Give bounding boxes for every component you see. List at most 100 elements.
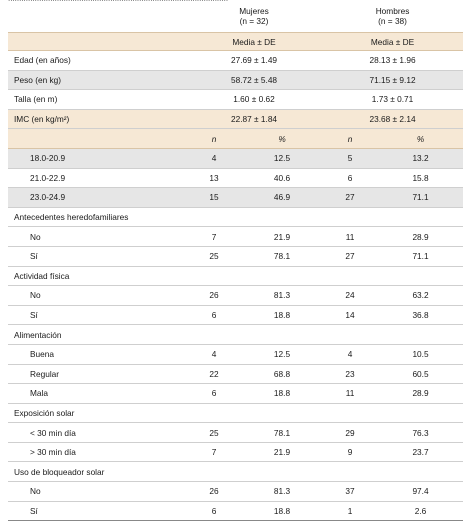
hombres-pct: 63.2 xyxy=(378,285,464,306)
section-header-row: Actividad física xyxy=(8,266,464,287)
mujeres-n: 25 xyxy=(186,422,242,443)
section-title: Alimentación xyxy=(8,324,464,345)
hombres-n: 6 xyxy=(322,168,379,189)
hombres-pct: 76.3 xyxy=(378,422,464,443)
mujeres-n: 25 xyxy=(186,246,242,267)
hombres-pct: 10.5 xyxy=(378,344,464,365)
mujeres-n: 13 xyxy=(186,168,242,189)
summary-row: Talla (en m) 1.60 ± 0.62 1.73 ± 0.71 xyxy=(8,89,464,110)
hombres-n: 14 xyxy=(322,305,379,326)
mujeres-pct: 81.3 xyxy=(242,481,323,502)
row-label: Regular xyxy=(8,364,186,385)
section-header-row: Exposición solar xyxy=(8,403,464,424)
header-blank xyxy=(8,5,186,33)
mujeres-n: 26 xyxy=(186,481,242,502)
hombres-n: 27 xyxy=(322,246,379,267)
mujeres-n-header: n xyxy=(186,128,242,149)
hombres-n-header: n xyxy=(322,128,379,149)
mujeres-pct: 46.9 xyxy=(242,187,323,208)
table-row: No 26 81.3 37 97.4 xyxy=(8,481,464,502)
table-row: 18.0-20.9 4 12.5 5 13.2 xyxy=(8,148,464,169)
row-label: 23.0-24.9 xyxy=(8,187,186,208)
hombres-pct: 13.2 xyxy=(378,148,464,169)
hombres-n: 37 xyxy=(322,481,379,502)
mujeres-n: 7 xyxy=(186,442,242,463)
hombres-n: 11 xyxy=(322,383,379,404)
stat-header-row: Media ± DE Media ± DE xyxy=(8,32,464,51)
table-row: Buena 4 12.5 4 10.5 xyxy=(8,344,464,365)
hombres-pct: 71.1 xyxy=(378,246,464,267)
section-header-row: Uso de bloqueador solar xyxy=(8,461,464,483)
hombres-n: 24 xyxy=(322,285,379,306)
table-row: No 26 81.3 24 63.2 xyxy=(8,285,464,306)
hombres-value: 1.73 ± 0.71 xyxy=(322,89,464,110)
section-title: Actividad física xyxy=(8,266,464,287)
mujeres-n: 4 xyxy=(186,148,242,169)
hombres-pct: 23.7 xyxy=(378,442,464,463)
mujeres-pct: 12.5 xyxy=(242,148,323,169)
table-row: Sí 25 78.1 27 71.1 xyxy=(8,246,464,267)
mujeres-n: 26 xyxy=(186,285,242,306)
table-row: Sí 6 18.8 14 36.8 xyxy=(8,305,464,326)
document-page: ........................................… xyxy=(8,0,464,521)
row-label: No xyxy=(8,226,186,247)
section-title: Exposición solar xyxy=(8,403,464,424)
mujeres-pct: 81.3 xyxy=(242,285,323,306)
table-row: Sí 6 18.8 1 2.6 xyxy=(8,501,464,521)
mujeres-n: 4 xyxy=(186,344,242,365)
mujeres-pct: 12.5 xyxy=(242,344,323,365)
hombres-n: 23 xyxy=(322,364,379,385)
hombres-n: 11 xyxy=(322,226,379,247)
mujeres-pct: 18.8 xyxy=(242,383,323,404)
table-row: < 30 min día 25 78.1 29 76.3 xyxy=(8,422,464,443)
row-label: Edad (en años) xyxy=(8,50,186,71)
table-body: Mujeres (n = 32) Hombres (n = 38) Media … xyxy=(8,5,464,521)
mujeres-pct: 40.6 xyxy=(242,168,323,189)
mujeres-pct: 18.8 xyxy=(242,501,323,521)
count-header-row: n% n% xyxy=(8,128,464,149)
hombres-n: 27 xyxy=(322,187,379,208)
mujeres-n: 6 xyxy=(186,305,242,326)
row-label: No xyxy=(8,481,186,502)
hombres-label: Hombres xyxy=(375,6,410,16)
hombres-n: 5 xyxy=(322,148,379,169)
group-header-row: Mujeres (n = 32) Hombres (n = 38) xyxy=(8,5,463,33)
hombres-pct: 28.9 xyxy=(378,226,464,247)
hombres-stat-header: Media ± DE xyxy=(322,32,464,51)
row-label: Mala xyxy=(8,383,186,404)
section-header-row: Antecedentes heredofamiliares xyxy=(8,207,464,228)
mujeres-pct: 18.8 xyxy=(242,305,323,326)
row-label: No xyxy=(8,285,186,306)
mujeres-pct-header: % xyxy=(242,128,323,149)
mujeres-n: 6 xyxy=(186,383,242,404)
mujeres-pct: 78.1 xyxy=(242,422,323,443)
summary-row: Edad (en años) 27.69 ± 1.49 28.13 ± 1.96 xyxy=(8,50,464,71)
summary-row: Peso (en kg) 58.72 ± 5.48 71.15 ± 9.12 xyxy=(8,70,464,91)
mujeres-header: Mujeres (n = 32) xyxy=(186,5,322,33)
row-label: 18.0-20.9 xyxy=(8,148,186,169)
section-title: Uso de bloqueador solar xyxy=(8,461,464,483)
mujeres-n: 7 xyxy=(186,226,242,247)
hombres-pct: 97.4 xyxy=(378,481,464,502)
mujeres-pct: 68.8 xyxy=(242,364,323,385)
mujeres-pct: 21.9 xyxy=(242,442,323,463)
hombres-pct: 71.1 xyxy=(378,187,464,208)
table-row: Regular 22 68.8 23 60.5 xyxy=(8,364,464,385)
hombres-n-label: (n = 38) xyxy=(378,16,407,26)
hombres-pct: 60.5 xyxy=(378,364,464,385)
hombres-pct: 36.8 xyxy=(378,305,464,326)
hombres-n: 9 xyxy=(322,442,379,463)
hombres-n: 1 xyxy=(322,501,379,521)
mujeres-stat-header: Media ± DE xyxy=(186,32,323,51)
row-label: 21.0-22.9 xyxy=(8,168,186,189)
mujeres-pct: 78.1 xyxy=(242,246,323,267)
mujeres-n: 15 xyxy=(186,187,242,208)
hombres-value: 23.68 ± 2.14 xyxy=(322,109,464,130)
mujeres-n-label: (n = 32) xyxy=(239,16,269,26)
table-row: > 30 min día 7 21.9 9 23.7 xyxy=(8,442,464,463)
hombres-n: 4 xyxy=(322,344,379,365)
hombres-n: 29 xyxy=(322,422,379,443)
clipped-caption: ........................................… xyxy=(8,0,228,3)
row-label: Talla (en m) xyxy=(8,89,186,110)
mujeres-value: 1.60 ± 0.62 xyxy=(186,89,323,110)
